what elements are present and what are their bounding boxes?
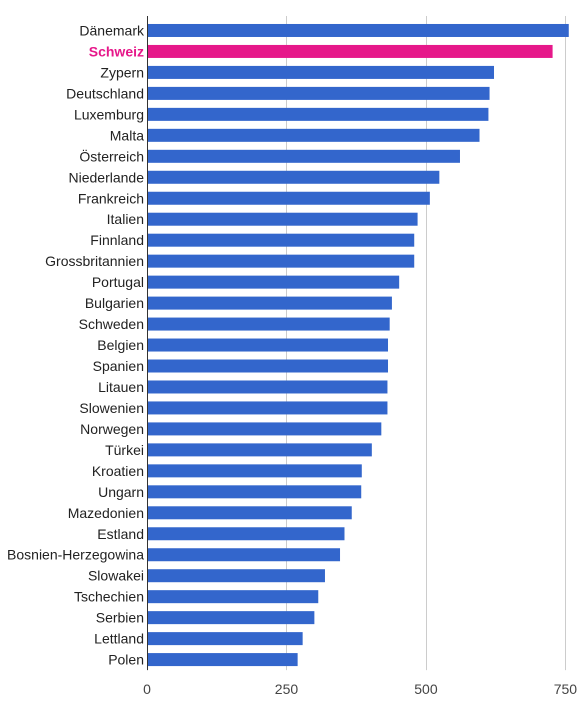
bar <box>148 296 392 310</box>
bar <box>148 191 430 205</box>
bar <box>148 23 569 37</box>
bar <box>148 632 303 646</box>
category-label: Grossbritannien <box>45 253 144 269</box>
bar <box>148 380 388 394</box>
category-label: Litauen <box>98 379 144 395</box>
bar <box>148 128 480 142</box>
bar <box>148 401 388 415</box>
bar <box>148 422 382 436</box>
category-label: Portugal <box>92 274 144 290</box>
bar <box>148 65 495 79</box>
category-label: Tschechien <box>74 589 144 605</box>
bar <box>148 275 400 289</box>
category-label: Österreich <box>79 147 144 164</box>
category-label: Slowakei <box>88 568 144 584</box>
bar <box>148 611 315 625</box>
category-label: Kroatien <box>92 463 144 479</box>
bar <box>148 317 390 331</box>
bar <box>148 590 319 604</box>
x-tick-label: 0 <box>143 681 151 697</box>
category-label: Schweden <box>79 316 144 332</box>
bar <box>148 44 553 58</box>
category-label: Italien <box>107 211 144 227</box>
category-label: Bulgarien <box>85 295 144 311</box>
category-label: Deutschland <box>66 85 144 101</box>
category-label: Schweiz <box>89 43 144 59</box>
bar <box>148 149 460 163</box>
category-label: Finnland <box>90 232 144 248</box>
category-label: Slowenien <box>79 400 144 416</box>
bar <box>148 527 345 541</box>
category-label: Ungarn <box>98 484 144 500</box>
bar <box>148 233 415 247</box>
category-label: Lettland <box>94 631 144 647</box>
category-label: Belgien <box>97 337 144 353</box>
bar <box>148 359 389 373</box>
bar <box>148 464 362 478</box>
bar <box>148 170 440 184</box>
x-tick-label: 750 <box>554 681 578 697</box>
category-label: Serbien <box>96 610 144 626</box>
bar <box>148 548 341 562</box>
category-label: Zypern <box>100 64 144 80</box>
category-label: Polen <box>108 652 144 668</box>
category-label: Niederlande <box>69 169 145 185</box>
bar <box>148 485 362 499</box>
category-label: Spanien <box>93 358 144 374</box>
bar <box>148 653 298 667</box>
category-label: Frankreich <box>78 190 144 206</box>
bar <box>148 569 325 583</box>
x-tick-label: 250 <box>275 681 299 697</box>
category-label: Estland <box>97 526 144 542</box>
bar <box>148 254 415 268</box>
bar <box>148 86 490 100</box>
category-label: Mazedonien <box>68 505 144 521</box>
category-label: Malta <box>110 127 144 143</box>
bar <box>148 212 418 226</box>
bar <box>148 338 389 352</box>
bar <box>148 107 489 121</box>
category-label: Norwegen <box>80 421 144 437</box>
bar <box>148 506 352 520</box>
category-label: Bosnien-Herzegowina <box>7 547 144 563</box>
x-tick-label: 500 <box>414 681 438 697</box>
category-label: Dänemark <box>79 22 145 38</box>
bar <box>148 443 372 457</box>
category-label: Türkei <box>105 442 144 458</box>
category-label: Luxemburg <box>74 106 144 122</box>
